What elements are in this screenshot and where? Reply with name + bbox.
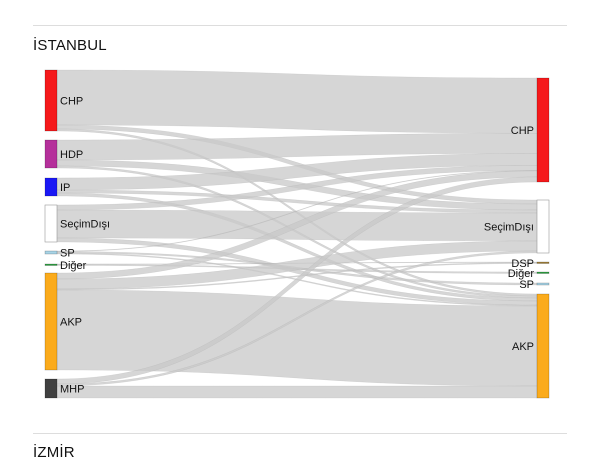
right-node-label-akp: AKP: [512, 341, 534, 353]
right-node-dg[interactable]: [536, 271, 550, 274]
right-node-label-sp: SP: [519, 279, 534, 291]
right-node-label-dg: Diğer: [508, 268, 535, 280]
right-node-dsp[interactable]: [536, 261, 550, 264]
link-mhp-to-akp[interactable]: [56, 385, 538, 399]
sankey-diagram: CHPHDPIPSeçimDışıSPDiğerAKPMHPCHPSeçimDı…: [44, 69, 550, 399]
left-node-label-sd: SeçimDışı: [60, 219, 110, 231]
right-node-chp[interactable]: [536, 77, 550, 183]
left-node-label-mhp: MHP: [60, 384, 84, 396]
left-node-label-hdp: HDP: [60, 149, 83, 161]
left-node-sp[interactable]: [44, 250, 58, 255]
right-node-sp[interactable]: [536, 282, 550, 286]
left-node-label-chp: CHP: [60, 96, 83, 108]
left-node-sd[interactable]: [44, 204, 58, 243]
right-node-sd[interactable]: [536, 199, 550, 254]
left-node-ip[interactable]: [44, 177, 58, 197]
left-node-dg[interactable]: [44, 263, 58, 266]
section-title-istanbul: İSTANBUL: [33, 37, 107, 54]
left-node-akp[interactable]: [44, 272, 58, 371]
left-node-label-dg: Diğer: [60, 260, 87, 272]
right-node-label-sd: SeçimDışı: [484, 222, 534, 234]
section-title-izmir: İZMİR: [33, 444, 75, 461]
left-node-label-sp: SP: [60, 248, 75, 260]
left-node-label-akp: AKP: [60, 317, 82, 329]
link-chp-to-chp[interactable]: [56, 69, 538, 134]
top-divider: [33, 25, 567, 26]
left-node-mhp[interactable]: [44, 378, 58, 399]
right-node-label-chp: CHP: [511, 125, 534, 137]
left-node-chp[interactable]: [44, 69, 58, 132]
bottom-divider: [33, 433, 567, 434]
left-node-label-ip: IP: [60, 182, 70, 194]
right-node-akp[interactable]: [536, 293, 550, 399]
right-node-label-dsp: DSP: [511, 258, 534, 270]
left-node-hdp[interactable]: [44, 139, 58, 169]
